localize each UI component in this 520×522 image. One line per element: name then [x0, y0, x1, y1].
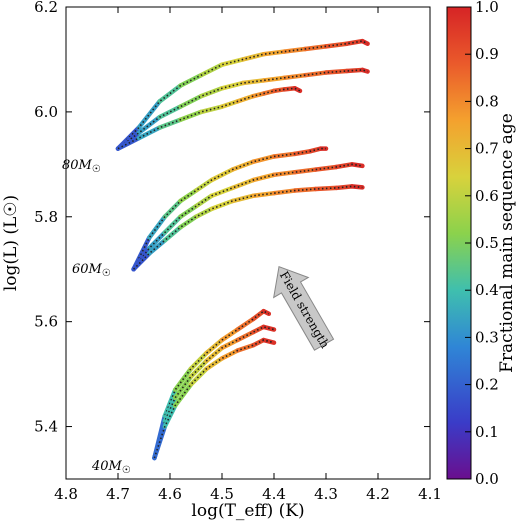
track-markers [132, 147, 326, 270]
track-segment [209, 185, 235, 199]
colorbar-tick-label: 0.7 [475, 140, 499, 158]
mass-label-60: 60M☉ [72, 262, 111, 279]
colorbar-tick-label: 0.3 [475, 328, 499, 346]
track-segment [219, 327, 240, 343]
y-tick-label: 5.6 [34, 313, 58, 331]
track-segment [230, 159, 256, 172]
track-segment [178, 204, 199, 220]
track-segment [250, 172, 277, 183]
arrow-label: Field strength [277, 269, 332, 351]
x-tick-label: 4.1 [418, 485, 442, 503]
track-segment [115, 135, 142, 151]
track-segment [162, 395, 178, 424]
colorbar-label: Fractional main sequence age [497, 113, 517, 373]
track-markers [117, 87, 301, 150]
track-segment [136, 125, 162, 141]
track-80-0 [115, 38, 370, 151]
track-segment [209, 198, 235, 212]
colorbar-tick-label: 0.2 [475, 376, 499, 394]
mass-label-40: 40M☉ [91, 459, 131, 476]
colorbar-tick-label: 1.0 [475, 0, 499, 16]
track-segment [131, 251, 152, 272]
colorbar-tick-label: 0.1 [475, 423, 499, 441]
track-markers [133, 185, 363, 270]
x-tick-label: 4.5 [210, 485, 234, 503]
colorbar-tick-label: 0.9 [475, 45, 499, 63]
colorbar-ticks: 0.0 0.1 0.2 0.3 0.4 0.5 0.6 0.7 0.8 0.9 1.0 [465, 0, 499, 488]
x-tick-label: 4.8 [54, 485, 78, 503]
solar-symbol: ☉ [102, 268, 111, 279]
track-segment [302, 44, 329, 52]
track-segment [282, 72, 308, 81]
track-markers [153, 326, 275, 459]
solar-symbol: ☉ [92, 164, 101, 175]
track-segment [162, 214, 183, 235]
track-60-5 [131, 184, 365, 272]
colorbar-tick-label: 0.6 [475, 187, 499, 205]
colorbar-tick-label: 0.4 [475, 281, 499, 299]
track-segment [360, 67, 370, 74]
track-markers [117, 69, 368, 150]
track-markers [153, 310, 270, 459]
y-tick-label: 5.8 [34, 208, 58, 226]
track-segment [261, 308, 272, 317]
track-segment [157, 104, 183, 120]
track-segment [198, 86, 225, 99]
arrow-shape [273, 266, 335, 351]
track-segment [292, 186, 318, 193]
track-segment [178, 93, 204, 109]
y-tick-label: 6.2 [34, 0, 58, 16]
track-segment [261, 337, 277, 345]
track-segment [136, 114, 162, 136]
x-tick-label: 4.2 [366, 485, 390, 503]
track-segment [349, 184, 365, 190]
track-markers [153, 339, 275, 459]
track-segment [271, 188, 298, 196]
mass-label-80: 80M☉ [62, 158, 101, 175]
track-segment [219, 57, 246, 67]
x-ticks: 4.8 4.7 4.6 4.5 4.4 4.3 4.2 4.1 [54, 7, 442, 503]
plot-frame [65, 6, 431, 480]
x-axis-label: log(T_eff) (K) [191, 501, 304, 521]
track-segment [271, 151, 298, 159]
track-segment [313, 164, 339, 172]
x-tick-label: 4.6 [158, 485, 182, 503]
solar-symbol: ☉ [122, 465, 131, 476]
track-40-8 [152, 337, 277, 461]
track-60-3 [131, 146, 329, 272]
y-axis-label: log(L) (L☉) [1, 195, 21, 291]
y-tick-label: 6.0 [34, 103, 58, 121]
colorbar-tick-label: 0.8 [475, 92, 499, 110]
track-80-2 [115, 86, 303, 151]
colorbar-tick-label: 0.0 [475, 470, 499, 488]
evolution-tracks [115, 38, 370, 461]
y-ticks: 5.4 5.6 5.8 6.0 6.2 [34, 0, 430, 436]
track-markers [132, 163, 363, 270]
colorbar-tick-label: 0.5 [475, 234, 499, 252]
track-segment [349, 162, 365, 169]
x-tick-label: 4.7 [106, 485, 130, 503]
y-tick-label: 5.4 [34, 418, 58, 436]
x-tick-label: 4.3 [314, 485, 338, 503]
x-tick-label: 4.4 [262, 485, 286, 503]
